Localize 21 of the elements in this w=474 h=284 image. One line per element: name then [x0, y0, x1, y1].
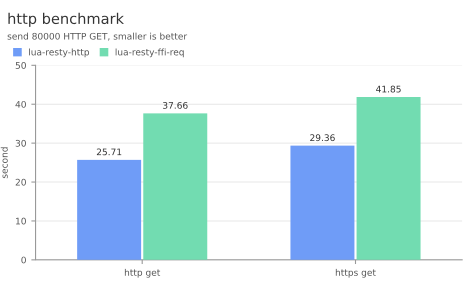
- x-tick-label: https get: [336, 268, 376, 278]
- chart-subtitle: send 80000 HTTP GET, smaller is better: [8, 32, 188, 41]
- legend-label: lua-resty-ffi-req: [116, 48, 184, 58]
- data-label: 37.66: [163, 102, 188, 109]
- data-label: 29.36: [310, 134, 335, 142]
- bar: [77, 160, 142, 260]
- bar: [356, 97, 421, 260]
- data-label: 41.85: [376, 86, 401, 93]
- y-tick-label: 0: [21, 256, 26, 264]
- legend-label: lua-resty-http: [29, 48, 90, 58]
- bar: [143, 113, 208, 260]
- data-label: 25.71: [96, 148, 122, 156]
- y-tick-label: 20: [16, 178, 26, 186]
- x-tick-label: http get: [124, 268, 160, 278]
- y-tick-label: 50: [16, 62, 26, 69]
- y-tick-label: 30: [16, 140, 26, 147]
- chart-title: http benchmark: [8, 12, 124, 27]
- bar: [290, 146, 354, 260]
- y-axis-title: second: [0, 147, 8, 178]
- y-tick-label: 10: [16, 218, 26, 225]
- y-tick-label: 40: [15, 100, 26, 108]
